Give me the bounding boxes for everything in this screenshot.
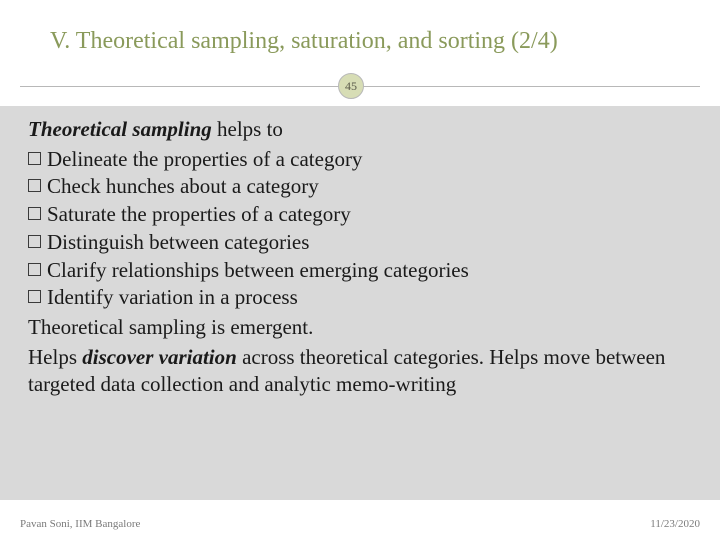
paragraph: Helps discover variation across theoreti…: [28, 344, 692, 399]
list-item: Delineate the properties of a category: [28, 146, 692, 174]
bullet-text: Identify variation in a process: [47, 284, 298, 312]
checkbox-icon: [28, 235, 41, 248]
lead-line: Theoretical sampling helps to: [28, 116, 692, 144]
para-text: Helps: [28, 345, 82, 369]
checkbox-icon: [28, 179, 41, 192]
lead-rest: helps to: [212, 117, 283, 141]
list-item: Check hunches about a category: [28, 173, 692, 201]
list-item: Saturate the properties of a category: [28, 201, 692, 229]
footer-date: 11/23/2020: [650, 518, 700, 530]
content: Theoretical sampling helps to Delineate …: [28, 116, 692, 399]
list-item: Identify variation in a process: [28, 284, 692, 312]
bullet-text: Saturate the properties of a category: [47, 201, 351, 229]
checkbox-icon: [28, 290, 41, 303]
checkbox-icon: [28, 207, 41, 220]
checkbox-icon: [28, 152, 41, 165]
footer: Pavan Soni, IIM Bangalore 11/23/2020: [20, 518, 700, 530]
bullet-text: Distinguish between categories: [47, 229, 309, 257]
lead-strong: Theoretical sampling: [28, 117, 212, 141]
checkbox-icon: [28, 263, 41, 276]
paragraph: Theoretical sampling is emergent.: [28, 314, 692, 342]
bullet-text: Check hunches about a category: [47, 173, 319, 201]
bullet-list: Delineate the properties of a category C…: [28, 146, 692, 312]
list-item: Distinguish between categories: [28, 229, 692, 257]
list-item: Clarify relationships between emerging c…: [28, 257, 692, 285]
title-area: V. Theoretical sampling, saturation, and…: [0, 0, 720, 55]
bullet-text: Clarify relationships between emerging c…: [47, 257, 469, 285]
slide: V. Theoretical sampling, saturation, and…: [0, 0, 720, 540]
footer-author: Pavan Soni, IIM Bangalore: [20, 518, 140, 530]
slide-number-badge: 45: [338, 73, 364, 99]
divider: 45: [0, 73, 720, 99]
para-strong: discover variation: [82, 345, 237, 369]
bullet-text: Delineate the properties of a category: [47, 146, 362, 174]
slide-title: V. Theoretical sampling, saturation, and…: [50, 28, 690, 55]
